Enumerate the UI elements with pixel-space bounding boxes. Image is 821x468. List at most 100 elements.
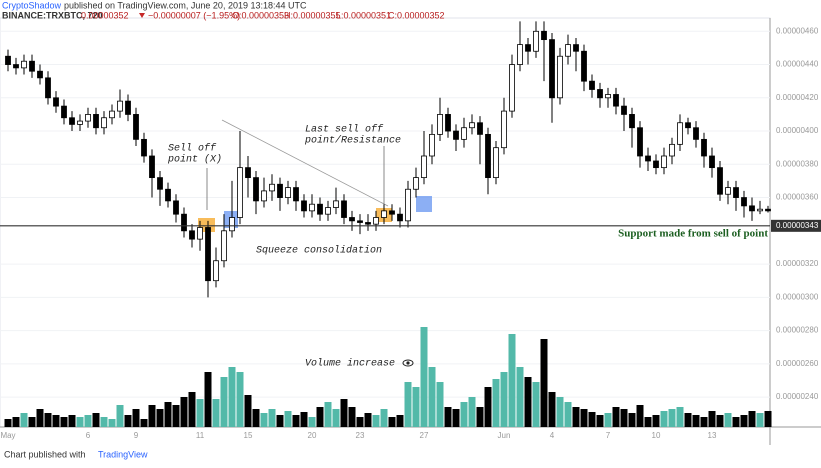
y-tick-label: 0.00000420 xyxy=(776,93,819,102)
x-tick-label: 11 xyxy=(196,431,205,440)
volume-bar xyxy=(52,415,60,427)
support-label: 0.00000343 xyxy=(776,221,819,230)
volume-bar xyxy=(548,392,556,427)
ohlc-high: H:0.00000355 xyxy=(284,10,341,20)
volume-bar xyxy=(236,372,244,427)
candle-body xyxy=(661,155,667,169)
volume-bar xyxy=(380,409,388,427)
volume-bar xyxy=(244,395,252,427)
candle-body xyxy=(669,143,675,157)
candle-body xyxy=(117,100,123,112)
volume-bar xyxy=(564,402,572,427)
candle-body xyxy=(333,200,339,208)
candle-body xyxy=(453,130,459,140)
volume-bar xyxy=(68,415,76,427)
change: −0.00000007 (−1.95%) xyxy=(148,10,240,20)
candle-body xyxy=(37,70,43,79)
y-tick-label: 0.00000240 xyxy=(776,392,819,401)
volume-bar xyxy=(756,413,764,427)
candle-body xyxy=(221,230,227,262)
candle-body xyxy=(133,114,139,140)
candle-body xyxy=(653,160,659,169)
volume-bar xyxy=(700,417,708,427)
candle-body xyxy=(469,122,475,129)
candle-body xyxy=(421,155,427,179)
x-tick-label: 9 xyxy=(134,431,139,440)
volume-bar xyxy=(476,407,484,427)
volume-bar xyxy=(28,417,36,427)
volume-bar xyxy=(660,411,668,427)
candle-body xyxy=(549,39,555,99)
annotation: point/Resistance xyxy=(304,135,401,147)
volume-bar xyxy=(300,412,308,427)
candle-body xyxy=(477,122,483,135)
volume-bar xyxy=(684,413,692,427)
candle-body xyxy=(13,64,19,69)
candle-body xyxy=(357,220,363,223)
candle-body xyxy=(109,110,115,119)
highlight-box xyxy=(416,196,432,212)
x-tick-label: 10 xyxy=(652,431,661,440)
candle-body xyxy=(757,208,763,212)
candle-body xyxy=(445,114,451,132)
volume-bar xyxy=(388,417,396,427)
candle-body xyxy=(581,50,587,82)
volume-bar xyxy=(612,407,620,427)
volume-bar xyxy=(44,413,52,427)
candle-body xyxy=(21,60,27,69)
y-tick-label: 0.00000460 xyxy=(776,26,819,35)
x-tick-label: 6 xyxy=(86,431,91,440)
candle-body xyxy=(365,222,371,225)
candle-body xyxy=(717,167,723,195)
volume-bar xyxy=(508,334,516,427)
volume-bar xyxy=(260,413,268,427)
candle-body xyxy=(237,167,243,218)
candle-body xyxy=(277,183,283,198)
volume-bar xyxy=(148,405,156,427)
candle-body xyxy=(93,114,99,129)
candle-body xyxy=(173,200,179,215)
volume-bar xyxy=(188,392,196,427)
candle-body xyxy=(165,188,171,202)
y-tick-label: 0.00000380 xyxy=(776,159,819,168)
volume-bar xyxy=(468,397,476,427)
candle-body xyxy=(485,133,491,179)
support-text: Support made from sell of point xyxy=(618,227,768,239)
candle-body xyxy=(373,217,379,225)
volume-bar xyxy=(420,327,428,427)
candle-body xyxy=(621,105,627,115)
volume-bar xyxy=(268,409,276,427)
candle-body xyxy=(709,155,715,169)
volume-bar xyxy=(740,415,748,427)
candle-body xyxy=(461,127,467,140)
volume-bar xyxy=(60,417,68,427)
candle-body xyxy=(525,44,531,52)
volume-bar xyxy=(340,399,348,427)
candle-body xyxy=(405,188,411,222)
candle-body xyxy=(285,187,291,198)
ohlc-low: L:0.00000351 xyxy=(336,10,391,20)
volume-bar xyxy=(396,415,404,427)
volume-bar xyxy=(668,409,676,427)
volume-bar xyxy=(748,411,756,427)
volume-bar xyxy=(20,413,28,427)
volume-bar xyxy=(492,379,500,427)
candle-body xyxy=(149,155,155,179)
volume-bar xyxy=(652,415,660,427)
candle-body xyxy=(181,213,187,232)
volume-bar xyxy=(292,415,300,427)
volume-bar xyxy=(348,407,356,427)
volume-bar xyxy=(100,417,108,427)
volume-bar xyxy=(404,382,412,427)
volume-bar xyxy=(500,372,508,427)
candle-body xyxy=(101,117,107,129)
volume-bar xyxy=(124,415,132,427)
candle-body xyxy=(637,127,643,157)
volume-bar xyxy=(452,409,460,427)
candle-body xyxy=(501,110,507,149)
x-tick-label: 4 xyxy=(550,431,555,440)
candle-body xyxy=(533,30,539,52)
candle-body xyxy=(197,227,203,240)
volume-bar xyxy=(108,419,116,427)
